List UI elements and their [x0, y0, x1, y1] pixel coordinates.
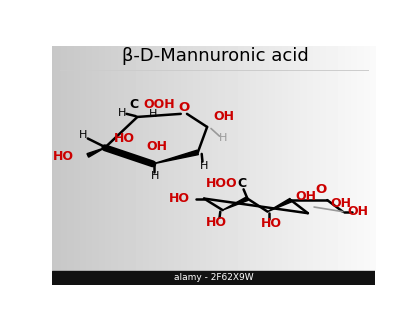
Text: H: H [219, 133, 227, 143]
Text: O: O [315, 183, 327, 196]
Text: OOH: OOH [143, 98, 175, 111]
Text: H: H [151, 171, 159, 181]
Text: OH: OH [214, 110, 235, 123]
Text: H: H [118, 108, 126, 118]
Text: HO: HO [206, 216, 227, 229]
Text: H: H [200, 161, 208, 171]
Polygon shape [153, 150, 198, 164]
Text: OH: OH [348, 205, 369, 218]
Polygon shape [268, 198, 291, 212]
Text: alamy - 2F62X9W: alamy - 2F62X9W [173, 273, 253, 282]
Text: HO: HO [114, 132, 135, 145]
Text: HO: HO [53, 150, 74, 164]
Polygon shape [223, 197, 248, 210]
Bar [52, 271, 375, 285]
Text: HO: HO [261, 218, 282, 230]
Text: C: C [237, 177, 246, 190]
Text: H: H [79, 131, 87, 140]
Text: β-D-Mannuronic acid: β-D-Mannuronic acid [121, 47, 308, 65]
Text: OH: OH [296, 190, 317, 203]
Polygon shape [87, 148, 105, 157]
Text: HOO: HOO [206, 177, 237, 190]
Text: O: O [178, 101, 189, 114]
Text: C: C [129, 98, 138, 111]
Text: H: H [149, 109, 157, 119]
Text: OH: OH [331, 197, 352, 210]
Text: OH: OH [146, 140, 167, 154]
Text: HO: HO [169, 192, 190, 205]
